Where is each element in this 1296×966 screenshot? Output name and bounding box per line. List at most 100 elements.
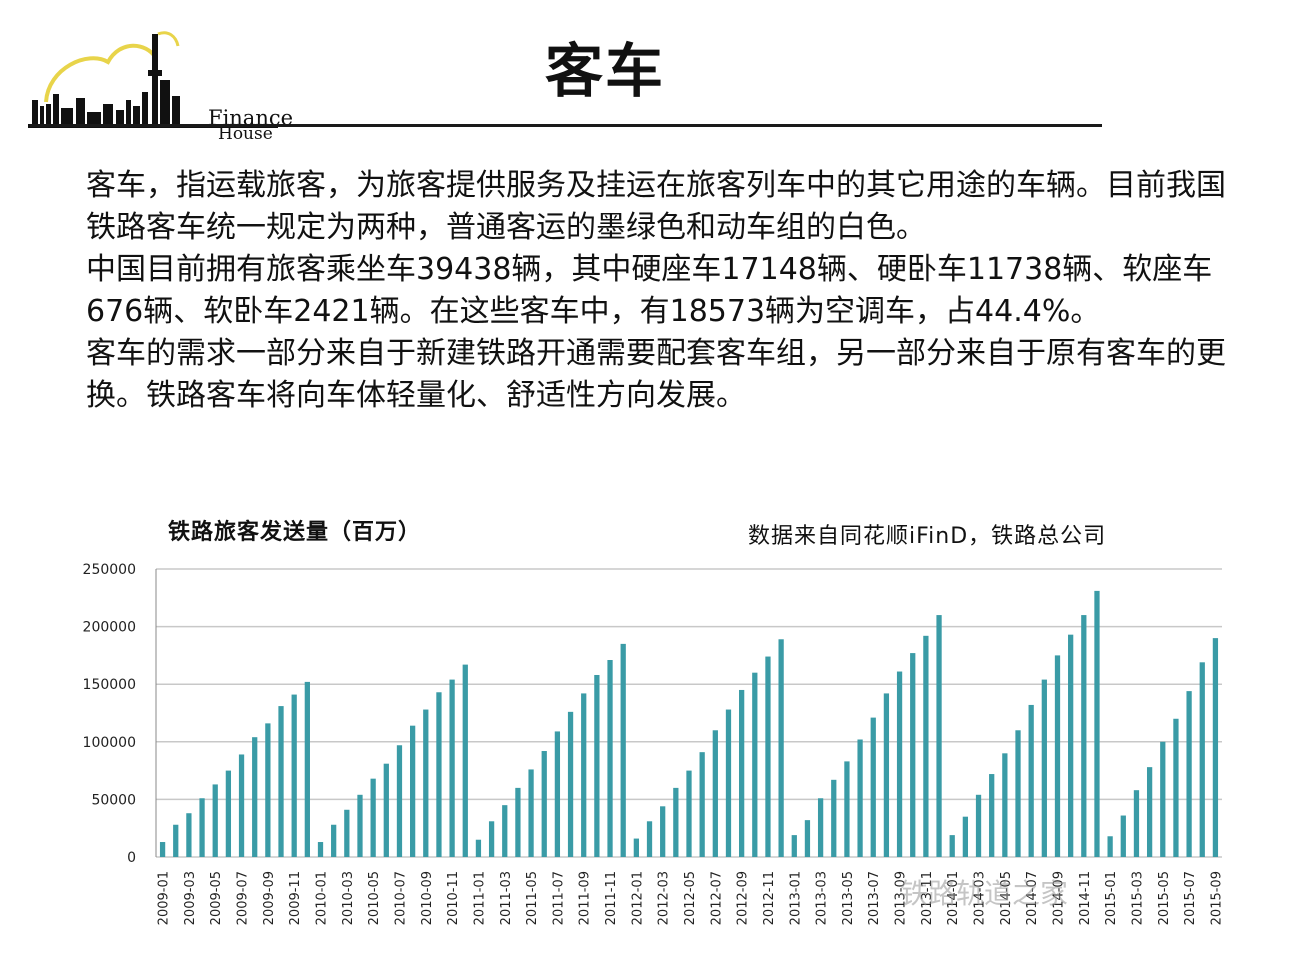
x-tick-label: 2015-01 [1104,871,1119,925]
y-tick-label: 50000 [91,792,136,808]
x-tick-label: 2015-07 [1183,871,1198,925]
bar [949,835,955,857]
bar [804,820,811,857]
x-tick-label: 2014-09 [1051,871,1066,925]
bar [936,615,942,857]
bar [502,805,508,857]
x-tick-label: 2015-09 [1209,871,1224,925]
bar [778,639,784,857]
bar [660,806,666,857]
bar [581,693,587,857]
bar [620,643,626,857]
bar [436,692,442,857]
x-tick-label: 2011-11 [604,871,619,925]
x-tick-label: 2009-07 [236,871,251,925]
bar [633,838,639,857]
x-tick-label: 2013-09 [894,871,909,925]
bar [1054,655,1061,857]
bar [554,731,561,857]
bar [975,794,982,857]
bar [1094,590,1100,857]
x-tick-label: 2014-11 [1078,871,1093,925]
bar [739,689,745,857]
x-tick-label: 2015-03 [1130,871,1145,925]
bar [962,816,969,857]
logo-text-house: House [218,124,273,144]
x-tick-label: 2012-05 [683,871,698,925]
body-text: 客车，指运载旅客，为旅客提供服务及挂运在旅客列车中的其它用途的车辆。目前我国铁路… [86,165,1236,417]
bar [567,711,574,857]
bar [923,635,929,857]
bar [159,842,166,857]
bar [409,725,416,857]
bar [817,798,824,857]
bar [475,839,482,857]
bar [515,787,521,857]
bar [896,671,903,857]
bar [607,660,613,857]
x-tick-label: 2013-11 [920,871,935,925]
bar [883,693,890,857]
bar [331,824,337,857]
x-tick-label: 2012-03 [657,871,672,925]
x-tick-label: 2012-01 [630,871,645,925]
y-tick-label: 250000 [83,562,136,578]
y-tick-label: 0 [127,850,136,866]
x-tick-label: 2014-01 [946,871,961,925]
bar [462,664,468,857]
bar [252,737,258,857]
bar [291,694,297,857]
x-tick-label: 2010-09 [420,871,435,925]
bar [304,681,310,857]
x-tick-label: 2011-07 [551,871,566,925]
bar [752,672,758,857]
bar [488,821,495,857]
watermark-text: 铁路轨道之家 [900,877,1069,910]
bar [423,709,429,857]
bar [383,763,389,857]
bar [673,787,679,857]
x-tick-label: 2014-05 [999,871,1014,925]
bar [541,751,547,857]
bar [1107,836,1113,857]
bar [765,656,771,857]
bar [1015,730,1021,857]
x-tick-label: 2010-07 [393,871,408,925]
y-tick-label: 150000 [83,677,136,693]
bar [1199,662,1205,857]
bar [594,674,600,857]
x-tick-label: 2011-03 [499,871,514,925]
y-tick-label: 100000 [83,735,136,751]
x-tick-label: 2012-09 [736,871,751,925]
bar [870,717,876,857]
x-tick-label: 2011-09 [578,871,593,925]
slide-header: Finance House 客车 [0,0,1296,144]
bar [317,842,324,857]
x-tick-label: 2013-05 [841,871,856,925]
bar [857,739,863,857]
bar [844,761,850,857]
bar [791,835,797,857]
bar [449,679,455,857]
bar [278,706,284,857]
bar [1173,718,1179,857]
bar [712,730,718,857]
bar [357,794,363,857]
bar [1002,753,1008,857]
bar [1160,741,1166,857]
bar [910,653,916,857]
chart-source-note: 数据来自同花顺iFinD，铁路总公司 [748,524,1107,549]
bar [1212,638,1219,857]
bar [186,813,192,857]
x-tick-label: 2009-01 [157,871,172,925]
x-tick-label: 2009-05 [209,871,224,925]
bar [725,709,732,857]
bar [1146,767,1153,857]
x-tick-label: 2011-05 [525,871,540,925]
bar [1041,679,1047,857]
bar [646,821,653,857]
bar [831,779,837,857]
chart-title: 铁路旅客发送量（百万） [168,520,422,545]
bar [699,752,705,857]
